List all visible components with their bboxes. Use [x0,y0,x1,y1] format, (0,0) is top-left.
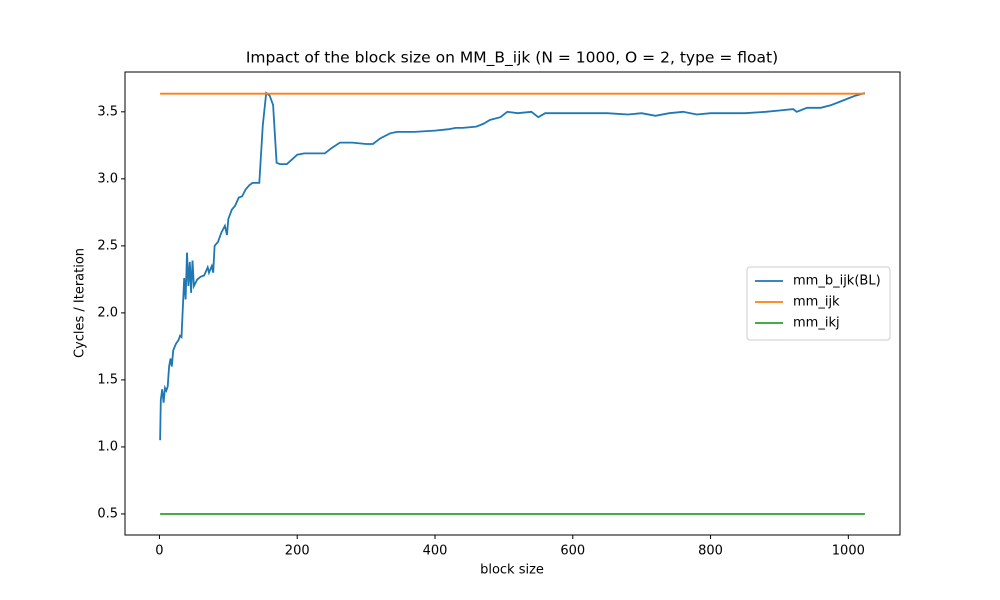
y-tick-label: 1.0 [97,439,118,454]
x-tick-label: 0 [155,544,163,559]
plot-frame [124,71,901,536]
x-tick-label: 400 [423,544,448,559]
x-tick-label: 800 [698,544,723,559]
x-tick-label: 1000 [832,544,865,559]
y-tick-label: 3.0 [97,171,118,186]
x-tick-label: 200 [285,544,310,559]
y-tick-label: 0.5 [97,506,118,521]
y-tick-label: 1.5 [97,372,118,387]
x-axis-label: block size [480,563,544,578]
legend-box [746,266,891,341]
y-axis-label: Cycles / Iteration [73,248,88,358]
x-tick-label: 600 [560,544,585,559]
y-tick-label: 2.5 [97,238,118,253]
legend-label: mm_ijk [793,295,840,310]
data-line [159,91,866,441]
chart-title: Impact of the block size on MM_B_ijk (N … [246,49,778,68]
legend-label: mm_b_ijk(BL) [793,274,881,289]
legend-label: mm_ikj [793,316,840,331]
y-tick-label: 3.5 [97,104,118,119]
y-tick-label: 2.0 [97,305,118,320]
